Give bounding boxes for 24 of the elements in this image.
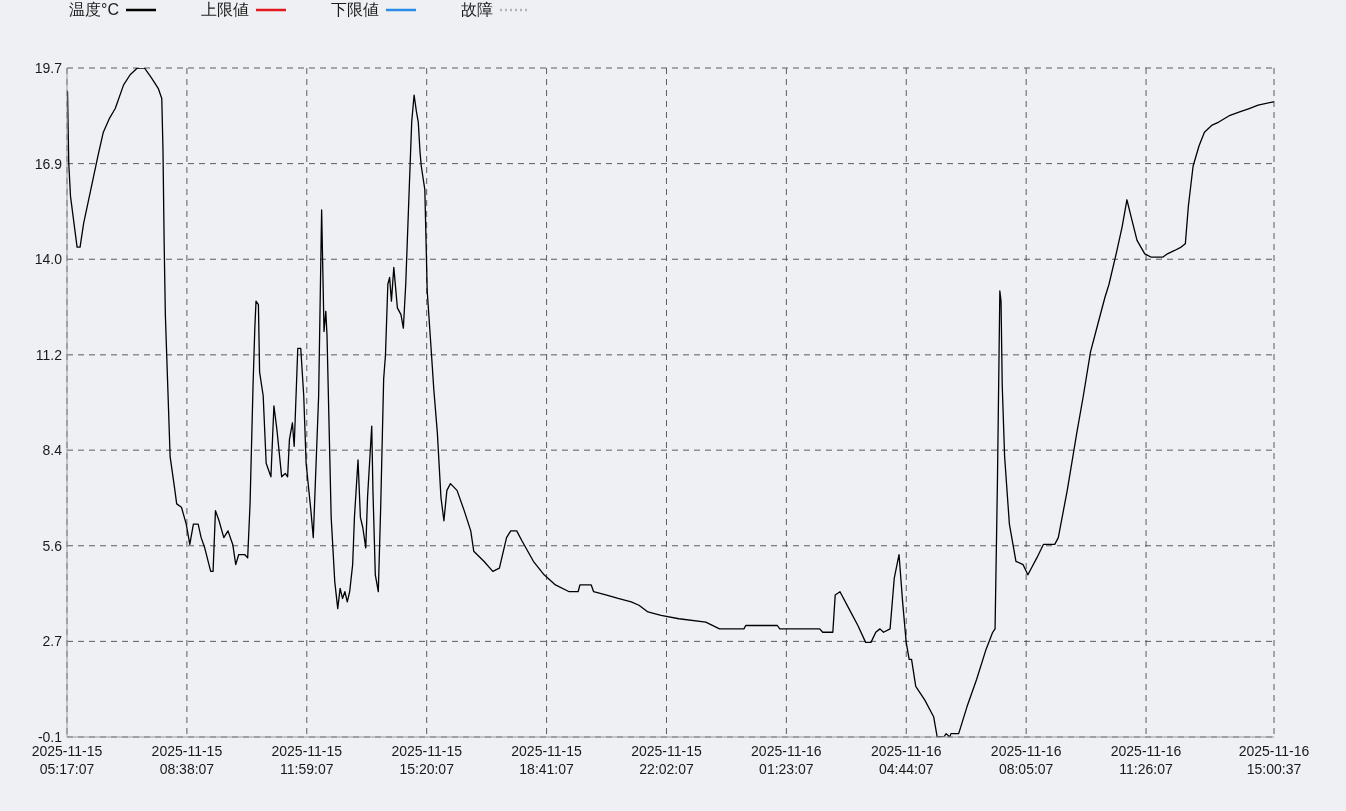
y-tick-label: 5.6 (42, 537, 63, 554)
x-tick-label: 2025-11-15 15:20:07 (391, 743, 463, 777)
y-tick-label: 16.9 (34, 155, 63, 172)
legend-label: 上限値 (200, 0, 249, 20)
legend-label: 温度°C (69, 0, 119, 20)
x-tick-label: 2025-11-15 08:38:07 (151, 743, 223, 777)
x-tick-label: 2025-11-15 11:59:07 (271, 743, 343, 777)
x-tick-label: 2025-11-16 08:05:07 (990, 743, 1062, 777)
y-tick-label: 8.4 (42, 442, 63, 459)
x-tick-label: 2025-11-15 22:02:07 (631, 743, 702, 777)
x-tick-label: 2025-11-15 18:41:07 (511, 743, 583, 777)
x-tick-label: 2025-11-16 15:00:37 (1238, 743, 1310, 777)
legend-label: 下限値 (330, 0, 379, 20)
line-series (67, 68, 1274, 737)
y-tick-label: 11.2 (35, 346, 63, 363)
y-tick-label: 2.7 (42, 633, 63, 650)
x-tick-label: 2025-11-16 01:23:07 (751, 743, 822, 777)
y-tick-label: 14.0 (34, 251, 63, 268)
x-tick-label: 2025-11-15 05:17:07 (31, 743, 103, 777)
x-tick-label: 2025-11-16 11:26:07 (1110, 743, 1182, 777)
y-tick-label: -0.1 (37, 729, 63, 745)
x-tick-label: 2025-11-16 04:44:07 (870, 743, 942, 777)
legend-label: 故障 (460, 0, 493, 20)
y-tick-label: 19.7 (34, 60, 63, 76)
